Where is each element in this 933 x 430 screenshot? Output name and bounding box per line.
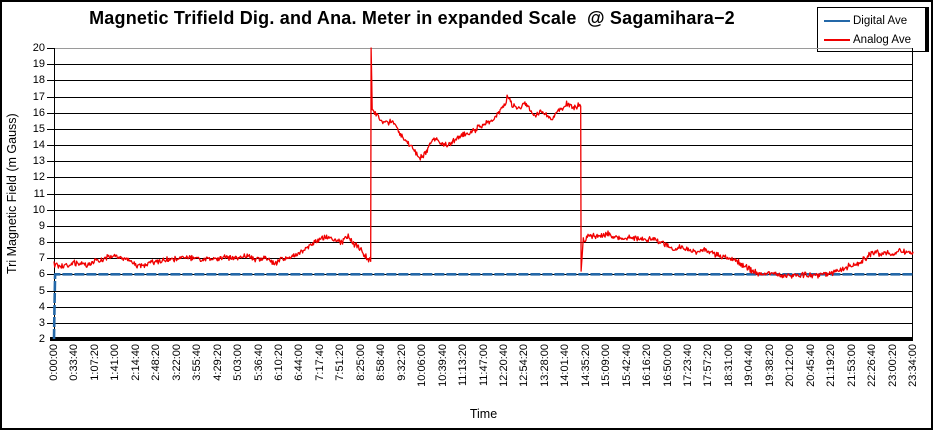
digital-line-sample-icon: [824, 19, 850, 22]
gridline: [47, 177, 913, 179]
x-tick-label: 1:07:20: [88, 344, 101, 381]
y-tick-label: 15: [32, 122, 45, 135]
x-tick-label: 0:00:00: [48, 344, 60, 381]
plot-border-right: [912, 48, 913, 339]
y-tick-label: 11: [33, 187, 45, 200]
gridline: [47, 274, 913, 276]
chart-title: Magnetic Trifield Dig. and Ana. Meter in…: [89, 8, 735, 28]
y-tick-label: 10: [32, 203, 45, 216]
x-tick-label: 15:09:00: [600, 344, 613, 387]
x-tick-label: 3:55:40: [191, 344, 204, 381]
x-tick-label: 19:04:40: [743, 344, 756, 387]
x-tick-label: 22:26:40: [866, 344, 879, 387]
y-tick-label: 6: [38, 268, 45, 281]
gridline: [47, 322, 913, 324]
y-tick-label: 13: [32, 155, 45, 168]
gridline: [47, 225, 913, 227]
x-tick-label: 3:22:00: [170, 344, 183, 381]
gridline: [47, 64, 913, 66]
y-tick-label: 17: [32, 90, 45, 103]
x-tick-label: 2:48:20: [150, 344, 163, 381]
y-tick-label: 7: [38, 252, 45, 265]
y-tick-label: 18: [32, 74, 45, 87]
x-tick-label: 16:16:20: [641, 344, 654, 387]
x-tick-label: 21:53:00: [845, 344, 858, 387]
x-tick-label: 0:33:40: [68, 344, 81, 381]
legend-label-digital: Digital Ave: [853, 14, 908, 27]
x-tick-label: 5:03:00: [232, 344, 245, 381]
y-tick-label: 5: [38, 284, 45, 297]
legend-box: Digital Ave Analog Ave: [817, 7, 929, 52]
x-tick-label: 6:10:20: [272, 344, 285, 381]
legend-item-digital: Digital Ave: [824, 12, 923, 30]
x-tick-label: 5:36:40: [252, 344, 265, 381]
y-tick-label: 8: [38, 236, 45, 248]
x-tick-label: 11:47:00: [477, 344, 490, 387]
x-tick-label: 4:29:20: [211, 344, 224, 381]
x-tick-label: 7:17:40: [313, 344, 326, 381]
x-tick-label: 1:41:00: [109, 344, 122, 381]
gridline: [47, 209, 913, 211]
x-tick-label: 23:00:20: [886, 344, 899, 387]
x-tick-label: 23:34:00: [907, 344, 919, 387]
x-tick-label: 8:58:40: [375, 344, 388, 381]
y-tick-label: 16: [32, 106, 45, 119]
x-axis-line: [50, 337, 913, 341]
y-tick: [47, 48, 55, 49]
x-axis-title: Time: [469, 407, 498, 421]
legend-item-analog: Analog Ave: [824, 31, 923, 49]
gridline: [47, 193, 913, 195]
x-tick-label: 20:45:40: [804, 344, 817, 387]
x-tick-label: 9:32:20: [395, 344, 408, 381]
x-tick-label: 18:31:00: [722, 344, 735, 387]
x-tick-label: 17:23:40: [682, 344, 695, 387]
x-tick-label: 7:51:20: [334, 344, 347, 381]
gridline: [47, 258, 913, 260]
x-tick-label: 2:14:40: [129, 344, 142, 381]
y-tick-label: 2: [38, 333, 45, 345]
x-tick-label: 21:19:20: [825, 344, 838, 387]
x-tick-label: 11:13:20: [457, 344, 470, 387]
gridline: [47, 145, 913, 146]
y-tick-label: 14: [32, 139, 45, 151]
x-tick-label: 12:20:40: [497, 344, 510, 387]
y-tick-label: 20: [32, 42, 45, 54]
x-tick-label: 14:35:20: [579, 344, 592, 387]
gridline: [47, 242, 913, 243]
x-tick-label: 13:28:00: [538, 344, 551, 387]
gridline: [47, 80, 913, 82]
y-tick-label: 4: [38, 300, 45, 313]
x-tick-label: 10:39:40: [436, 344, 449, 387]
gridline: [47, 128, 913, 130]
analog-ave-line: [53, 47, 914, 279]
y-tick-label: 19: [32, 58, 45, 71]
gridline: [47, 96, 913, 98]
x-tick-label: 16:50:00: [661, 344, 674, 387]
x-tick-label: 20:12:00: [784, 344, 797, 387]
gridline: [47, 161, 913, 163]
gridline: [47, 290, 913, 292]
legend-label-analog: Analog Ave: [853, 33, 911, 46]
x-tick-label: 15:42:40: [620, 344, 633, 387]
gridline: [47, 112, 913, 114]
y-tick-label: 12: [32, 171, 45, 184]
y-axis-title: Tri Magnetic Field (m Gauss): [5, 113, 19, 274]
x-tick-label: 14:01:40: [559, 344, 572, 387]
y-tick-label: 9: [38, 219, 45, 232]
analog-line-sample-icon: [824, 38, 850, 41]
x-tick-label: 6:44:00: [293, 344, 306, 381]
plot-border-left: [54, 48, 55, 339]
x-tick-label: 12:54:20: [518, 344, 531, 387]
gridline-20: [54, 48, 913, 49]
x-tick-label: 10:06:00: [416, 344, 429, 387]
x-tick-label: 8:25:00: [354, 344, 367, 381]
gridline: [47, 306, 913, 308]
y-tick-label: 3: [38, 316, 45, 329]
x-tick-label: 17:57:20: [702, 344, 715, 387]
x-tick-label: 19:38:20: [763, 344, 776, 387]
